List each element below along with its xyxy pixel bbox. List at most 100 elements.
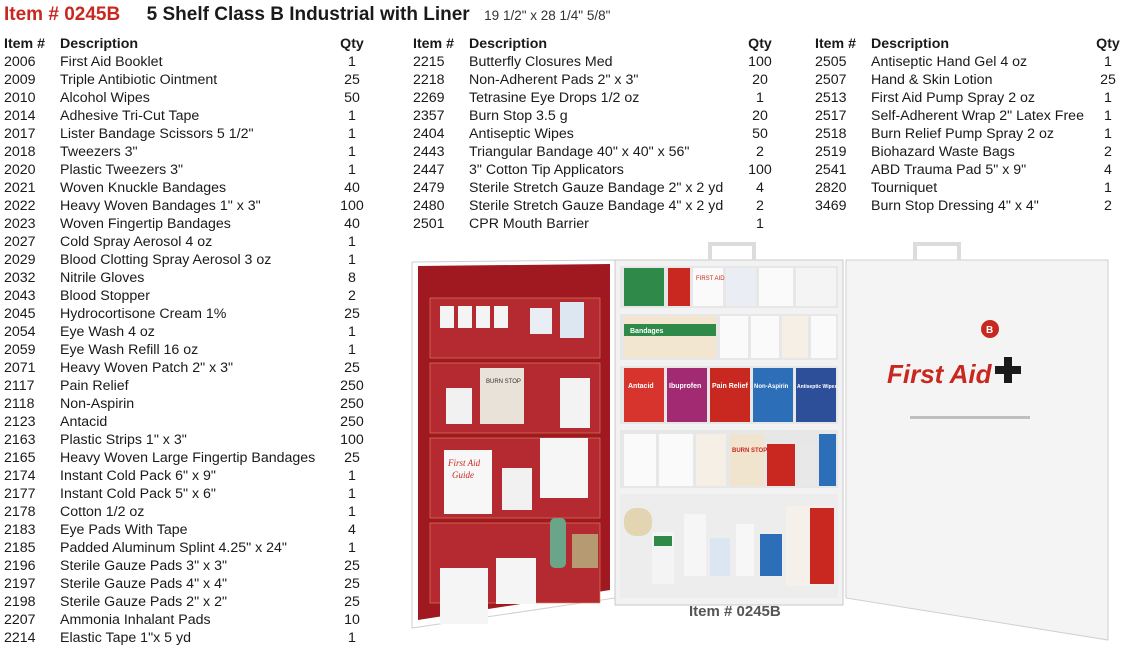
box-label-first-aid: FIRST AID bbox=[696, 276, 725, 282]
qty-cell: 1 bbox=[348, 324, 356, 340]
item-number-cell: 2541 bbox=[815, 162, 847, 178]
table-row: 2043 Blood Stopper 2 bbox=[4, 287, 404, 305]
box-label-burn-stop: BURN STOP bbox=[732, 448, 767, 454]
description-header: Description bbox=[871, 36, 950, 52]
qty-cell: 1 bbox=[348, 54, 356, 70]
qty-cell: 250 bbox=[340, 396, 364, 412]
item-number-cell: 2177 bbox=[4, 486, 36, 502]
description-cell: Blood Clotting Spray Aerosol 3 oz bbox=[60, 252, 272, 268]
item-number-cell: 2214 bbox=[4, 630, 36, 646]
guide-label-2: Guide bbox=[452, 470, 474, 480]
table-row: 2197 Sterile Gauze Pads 4" x 4" 25 bbox=[4, 575, 404, 593]
qty-cell: 100 bbox=[340, 198, 364, 214]
description-cell: Burn Relief Pump Spray 2 oz bbox=[871, 126, 1054, 142]
box-label-bandages: Bandages bbox=[630, 328, 664, 335]
description-cell: Plastic Strips 1" x 3" bbox=[60, 432, 187, 448]
table-row: 2480 Sterile Stretch Gauze Bandage 4" x 2… bbox=[413, 197, 813, 215]
guide-label-1: First Aid bbox=[447, 458, 481, 468]
item-number-cell: 2010 bbox=[4, 90, 36, 106]
item-number-cell: 2174 bbox=[4, 468, 36, 484]
table-row: 2123 Antacid 250 bbox=[4, 413, 404, 431]
description-cell: First Aid Booklet bbox=[60, 54, 163, 70]
item-number-cell: 2207 bbox=[4, 612, 36, 628]
item-number-cell: 2269 bbox=[413, 90, 445, 106]
table-row: 2165 Heavy Woven Large Fingertip Bandages… bbox=[4, 449, 404, 467]
qty-cell: 1 bbox=[1104, 54, 1112, 70]
table-row: 2059 Eye Wash Refill 16 oz 1 bbox=[4, 341, 404, 359]
qty-cell: 25 bbox=[344, 576, 360, 592]
description-cell: Pain Relief bbox=[60, 378, 129, 394]
item-number-cell: 2009 bbox=[4, 72, 36, 88]
table-row: 2501 CPR Mouth Barrier 1 bbox=[413, 215, 813, 233]
table-row: 2269 Tetrasine Eye Drops 1/2 oz 1 bbox=[413, 89, 813, 107]
table-row: 2118 Non-Aspirin 250 bbox=[4, 395, 404, 413]
item-number-cell: 2021 bbox=[4, 180, 36, 196]
description-cell: Sterile Gauze Pads 4" x 4" bbox=[60, 576, 228, 592]
qty-cell: 2 bbox=[348, 288, 356, 304]
qty-cell: 250 bbox=[340, 378, 364, 394]
qty-cell: 8 bbox=[348, 270, 356, 286]
item-number-cell: 2023 bbox=[4, 216, 36, 232]
item-number-cell: 2513 bbox=[815, 90, 847, 106]
qty-header: Qty bbox=[1096, 36, 1120, 52]
qty-cell: 4 bbox=[348, 522, 356, 538]
item-number-cell: 2479 bbox=[413, 180, 445, 196]
description-cell: Hand & Skin Lotion bbox=[871, 72, 993, 88]
description-cell: Woven Fingertip Bandages bbox=[60, 216, 231, 232]
qty-cell: 1 bbox=[348, 144, 356, 160]
table-row: 2006 First Aid Booklet 1 bbox=[4, 53, 404, 71]
description-cell: Ammonia Inhalant Pads bbox=[60, 612, 211, 628]
left-door: BURN STOP First Aid Guide bbox=[411, 259, 616, 629]
qty-cell: 1 bbox=[348, 252, 356, 268]
qty-cell: 25 bbox=[344, 72, 360, 88]
description-cell: Nitrile Gloves bbox=[60, 270, 145, 286]
table-row: 2163 Plastic Strips 1" x 3" 100 bbox=[4, 431, 404, 449]
table-row: 2479 Sterile Stretch Gauze Bandage 2" x 2… bbox=[413, 179, 813, 197]
item-header: Item # bbox=[4, 36, 46, 52]
qty-cell: 100 bbox=[340, 432, 364, 448]
contents-table-2: Item # Description Qty 2215 Butterfly Clo… bbox=[413, 35, 813, 233]
contents-table-1: Item # Description Qty 2006 First Aid Boo… bbox=[4, 35, 404, 647]
description-cell: Blood Stopper bbox=[60, 288, 150, 304]
description-cell: Non-Aspirin bbox=[60, 396, 135, 412]
qty-cell: 1 bbox=[348, 486, 356, 502]
description-cell: 3" Cotton Tip Applicators bbox=[469, 162, 624, 178]
description-cell: Sterile Gauze Pads 3" x 3" bbox=[60, 558, 228, 574]
qty-cell: 20 bbox=[752, 72, 768, 88]
item-number-cell: 2198 bbox=[4, 594, 36, 610]
item-number-cell: 2443 bbox=[413, 144, 445, 160]
table-row: 2215 Butterfly Closures Med 100 bbox=[413, 53, 813, 71]
item-number-cell: 2059 bbox=[4, 342, 36, 358]
qty-cell: 50 bbox=[752, 126, 768, 142]
item-number-cell: 2020 bbox=[4, 162, 36, 178]
table-row: 2443 Triangular Bandage 40" x 40" x 56" 2 bbox=[413, 143, 813, 161]
description-cell: Alcohol Wipes bbox=[60, 90, 150, 106]
qty-cell: 25 bbox=[344, 558, 360, 574]
table-row: 2820 Tourniquet 1 bbox=[815, 179, 1129, 197]
table-row: 2178 Cotton 1/2 oz 1 bbox=[4, 503, 404, 521]
table-row: 2071 Heavy Woven Patch 2" x 3" 25 bbox=[4, 359, 404, 377]
table-row: 2045 Hydrocortisone Cream 1% 25 bbox=[4, 305, 404, 323]
qty-cell: 250 bbox=[340, 414, 364, 430]
description-cell: Padded Aluminum Splint 4.25" x 24" bbox=[60, 540, 287, 556]
item-number-cell: 2054 bbox=[4, 324, 36, 340]
description-cell: Sterile Stretch Gauze Bandage 4" x 2 yd bbox=[469, 198, 724, 214]
description-header: Description bbox=[60, 36, 139, 52]
table-row: 2404 Antiseptic Wipes 50 bbox=[413, 125, 813, 143]
item-number-cell: 2017 bbox=[4, 126, 36, 142]
table-row: 2185 Padded Aluminum Splint 4.25" x 24" 1 bbox=[4, 539, 404, 557]
table-row: 2507 Hand & Skin Lotion 25 bbox=[815, 71, 1129, 89]
table-row: 2177 Instant Cold Pack 5" x 6" 1 bbox=[4, 485, 404, 503]
item-number-cell: 2404 bbox=[413, 126, 445, 142]
description-header: Description bbox=[469, 36, 548, 52]
description-cell: Sterile Stretch Gauze Bandage 2" x 2 yd bbox=[469, 180, 724, 196]
item-header: Item # bbox=[815, 36, 857, 52]
table-row: 2196 Sterile Gauze Pads 3" x 3" 25 bbox=[4, 557, 404, 575]
item-number-cell: 2507 bbox=[815, 72, 847, 88]
table-row: 2519 Biohazard Waste Bags 2 bbox=[815, 143, 1129, 161]
qty-cell: 1 bbox=[348, 162, 356, 178]
box-label-pain-relief: Pain Relief bbox=[712, 383, 748, 390]
table-row: 2018 Tweezers 3" 1 bbox=[4, 143, 404, 161]
description-cell: Triple Antibiotic Ointment bbox=[60, 72, 218, 88]
description-cell: Heavy Woven Patch 2" x 3" bbox=[60, 360, 234, 376]
